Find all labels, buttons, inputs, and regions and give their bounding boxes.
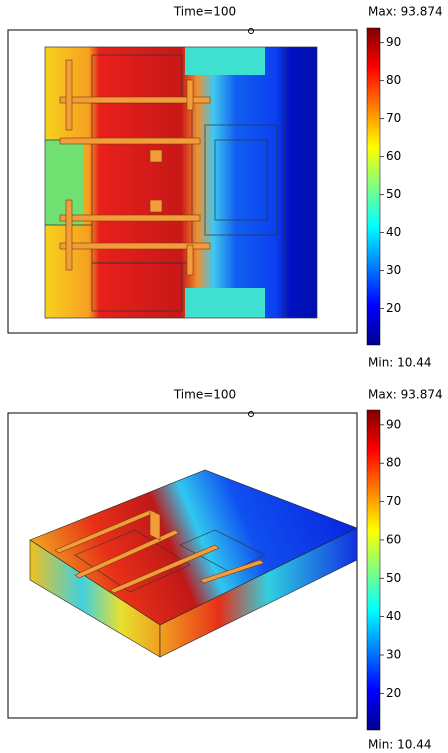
colorbar-tick-label: 80	[386, 73, 401, 87]
region	[185, 288, 265, 318]
colorbar-tick-label: 20	[386, 686, 401, 700]
axis-marker	[248, 28, 254, 34]
colorbar-tick-label: 90	[386, 35, 401, 49]
colorbar-tick-label: 20	[386, 301, 401, 315]
colorbar-tick-label: 60	[386, 149, 401, 163]
colorbar-tick-label: 60	[386, 532, 401, 546]
trace	[59, 59, 211, 276]
colorbar-tick-label: 80	[386, 456, 401, 470]
panel: Time=100 Max: 93.874 Min: 10.44 20 30 40 50…	[7, 388, 443, 752]
colorbar-tick-label: 30	[386, 647, 401, 661]
colorbar-tick-label: 70	[386, 111, 401, 125]
colorbar-tick-label: 40	[386, 225, 401, 239]
axis-marker	[248, 411, 254, 417]
geometry-outline	[74, 529, 266, 593]
panel: Time=100 Max: 93.874 Min: 10.44 20 30 40 50…	[7, 5, 443, 370]
slab-side	[159, 527, 358, 658]
colorbar	[366, 27, 381, 346]
colorbar-tick-label: 70	[386, 494, 401, 508]
colorbar-tick-label: 50	[386, 187, 401, 201]
colorbar-tick-label: 30	[386, 263, 401, 277]
colorbar-tick-label: 40	[386, 609, 401, 623]
region	[45, 140, 83, 225]
min-label: Min: 10.44	[368, 356, 432, 370]
min-label: Min: 10.44	[368, 738, 432, 752]
colorbar-tick-label: 50	[386, 571, 401, 585]
colorbar-tick-label: 90	[386, 417, 401, 431]
colorbar	[366, 409, 381, 731]
plot-title: Time=100	[173, 388, 236, 402]
field	[45, 47, 317, 318]
geometry-outline	[44, 46, 318, 319]
max-label: Max: 93.874	[368, 388, 443, 402]
max-label: Max: 93.874	[368, 5, 443, 19]
trace	[54, 509, 265, 594]
plot-title: Time=100	[173, 5, 236, 19]
region	[185, 47, 265, 75]
